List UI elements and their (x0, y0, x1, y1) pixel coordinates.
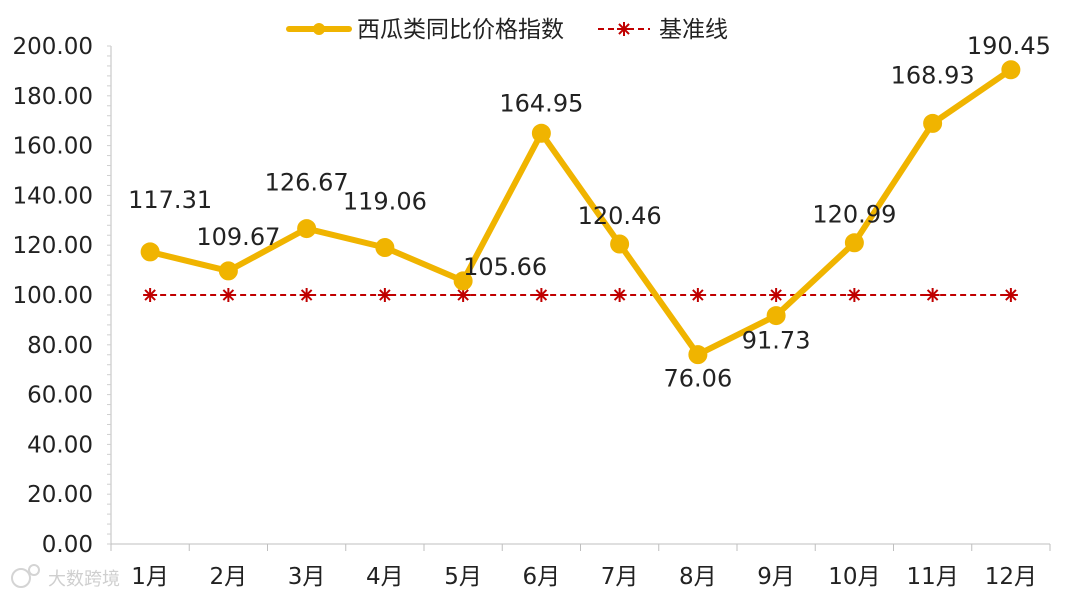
index-point (218, 261, 238, 281)
asterisk-stroke (379, 289, 391, 301)
index-point (297, 219, 317, 239)
y-tick-label: 120.00 (13, 233, 93, 259)
baseline-point (377, 288, 392, 302)
x-tick-label: 7月 (601, 564, 639, 590)
baseline-point (925, 288, 940, 302)
y-tick-label: 200.00 (13, 34, 93, 60)
index-series-line (147, 66, 1014, 358)
asterisk-stroke (535, 289, 548, 301)
index-point (531, 123, 551, 143)
asterisk-stroke (692, 289, 704, 301)
y-tick-label: 160.00 (13, 134, 93, 160)
y-tick-label: 100.00 (13, 283, 93, 309)
watermark-logo-icon (11, 568, 31, 588)
x-axis: 1月 2月 3月 4月 5月 6月 7月 8月 9月 10月 11月 12月 (110, 543, 1051, 590)
data-label: 105.66 (463, 253, 547, 281)
x-tick-label: 9月 (757, 564, 795, 590)
asterisk-stroke (848, 289, 861, 301)
asterisk-stroke (618, 23, 630, 35)
index-point (844, 233, 864, 253)
data-label: 119.06 (343, 188, 427, 216)
baseline-point (299, 288, 314, 302)
data-label: 120.99 (812, 201, 896, 229)
x-tick-label: 4月 (366, 564, 404, 590)
asterisk-stroke (613, 289, 626, 301)
y-tick-label: 40.00 (27, 432, 93, 458)
index-point (766, 306, 786, 326)
x-tick-label: 5月 (444, 564, 482, 590)
legend-label-baseline: 基准线 (659, 17, 728, 43)
legend-marker-index (313, 23, 325, 35)
index-point (375, 238, 395, 258)
baseline-point (612, 288, 627, 302)
asterisk-stroke (300, 289, 313, 301)
y-tick-label: 140.00 (13, 183, 93, 209)
asterisk-stroke (770, 289, 782, 301)
baseline-point (143, 288, 158, 302)
y-tick-label: 60.00 (27, 383, 93, 409)
baseline-point (534, 288, 549, 302)
data-label: 76.06 (664, 365, 733, 393)
x-tick-label: 11月 (906, 564, 958, 590)
baseline-point (1003, 288, 1018, 302)
baseline-point (690, 288, 705, 302)
y-axis: 0.00 20.00 40.00 60.00 80.00 100.00 120.00 140.… (13, 34, 112, 558)
asterisk-stroke (222, 289, 235, 301)
baseline-point (221, 288, 236, 302)
watermark: 大数跨境 (11, 564, 120, 590)
index-point (140, 242, 160, 262)
x-tick-label: 8月 (679, 564, 717, 590)
baseline-point (617, 22, 631, 36)
index-point (688, 345, 708, 365)
y-tick-label: 180.00 (13, 84, 93, 110)
data-label: 117.31 (128, 186, 212, 214)
index-point (923, 113, 943, 133)
baseline-point (847, 288, 862, 302)
index-point (453, 271, 473, 291)
data-label: 190.45 (967, 32, 1051, 60)
data-label: 120.46 (578, 202, 662, 230)
y-tick-label: 20.00 (27, 482, 93, 508)
baseline-point (769, 288, 784, 302)
y-tick-label: 80.00 (27, 333, 93, 359)
watermark-text: 大数跨境 (48, 569, 120, 590)
asterisk-stroke (926, 289, 939, 301)
x-tick-label: 10月 (828, 564, 880, 590)
data-label: 109.67 (196, 223, 280, 251)
y-tick-label: 0.00 (42, 532, 93, 558)
x-tick-label: 6月 (523, 564, 561, 590)
asterisk-stroke (457, 289, 469, 301)
data-label: 91.73 (742, 327, 811, 355)
series-layer (140, 60, 1021, 365)
data-label: 164.95 (499, 89, 583, 117)
x-tick-label: 3月 (288, 564, 326, 590)
data-label: 126.67 (265, 169, 349, 197)
x-tick-label: 12月 (985, 564, 1037, 590)
asterisk-stroke (144, 289, 156, 301)
asterisk-stroke (1005, 289, 1017, 301)
legend: 西瓜类同比价格指数 基准线 (286, 17, 728, 43)
index-point (610, 234, 630, 254)
watermark-logo-dot-icon (28, 564, 40, 576)
data-label: 168.93 (891, 61, 975, 89)
legend-label-index: 西瓜类同比价格指数 (357, 17, 564, 43)
x-tick-label: 1月 (131, 564, 169, 590)
x-tick-label: 2月 (210, 564, 248, 590)
index-point (1001, 60, 1021, 80)
